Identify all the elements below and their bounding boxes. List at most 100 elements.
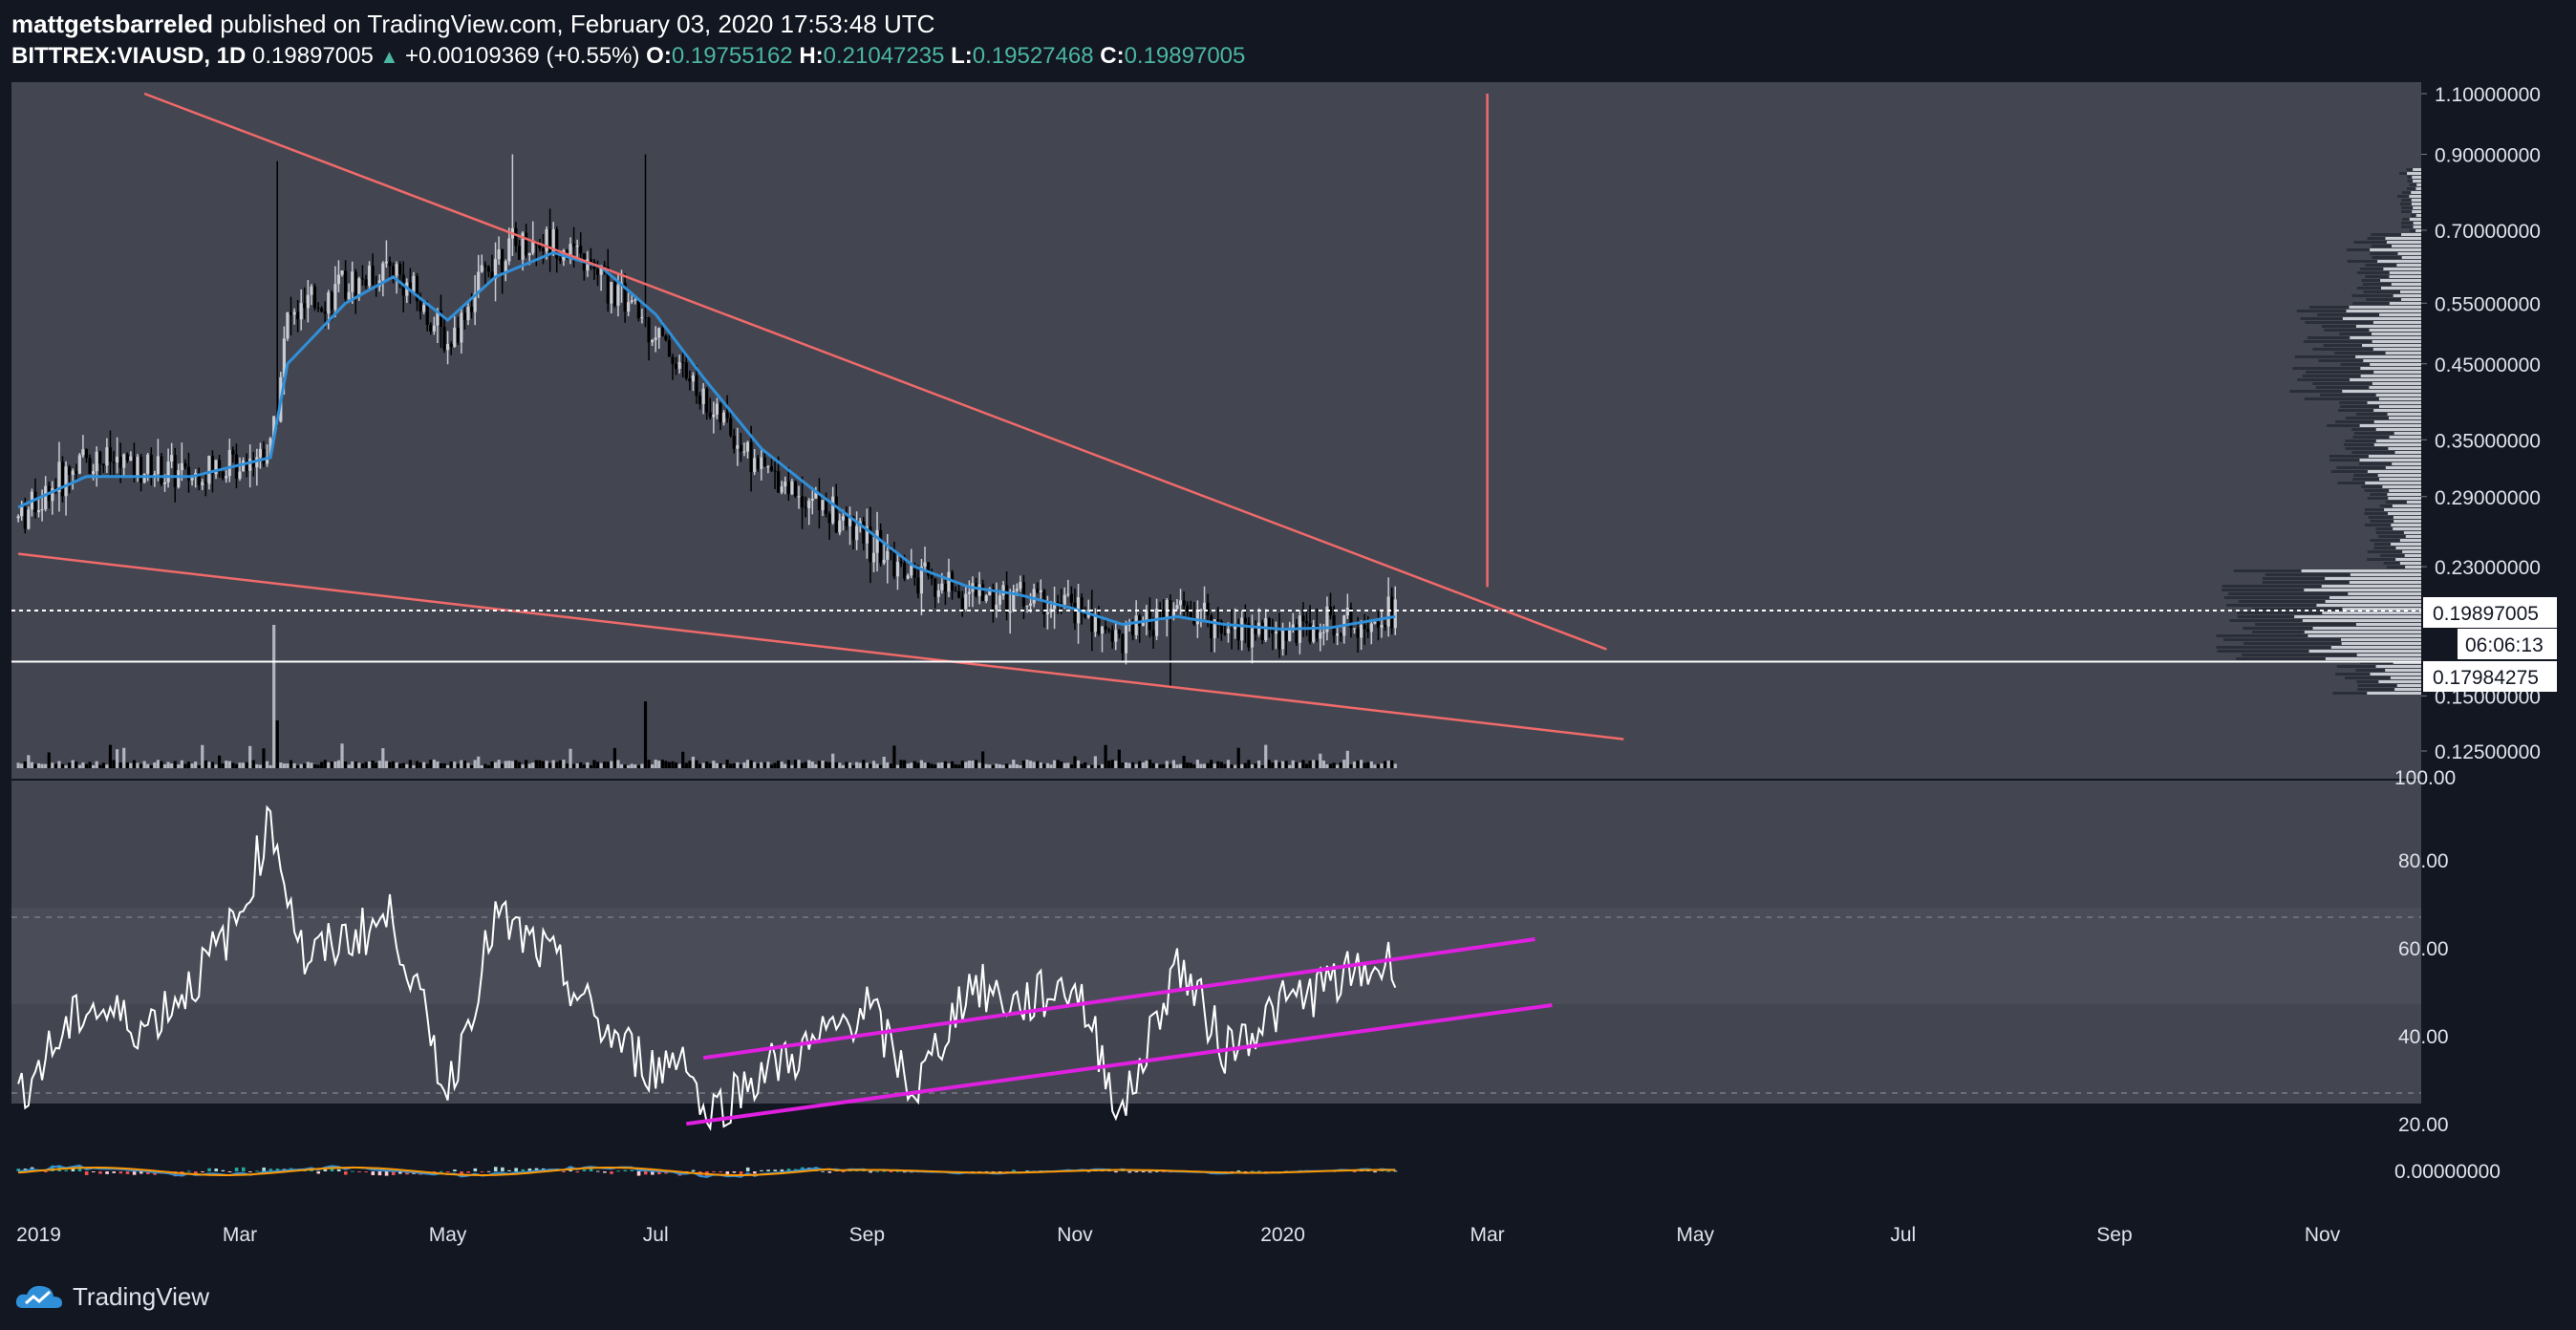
date-axis-bg[interactable] (0, 1105, 2576, 1263)
volume-bar (930, 763, 934, 768)
rsi-channel-upper[interactable] (702, 937, 1535, 1061)
volume-bar (1345, 750, 1349, 768)
volume-bar (871, 761, 876, 768)
candle-body (351, 271, 354, 292)
volume-profile-bar (2401, 298, 2421, 301)
volume-profile-bar (2327, 424, 2360, 427)
price-axis-bg[interactable] (2421, 82, 2576, 1105)
macd-histogram-bar (112, 1171, 117, 1173)
candle-body (1131, 622, 1135, 635)
trendline[interactable] (143, 92, 1607, 651)
candle-body (1277, 631, 1281, 650)
volume-profile-bar (2375, 531, 2404, 534)
volume-profile-bar (2356, 654, 2421, 656)
candle-body (1021, 582, 1026, 607)
volume-profile-bar (2329, 596, 2421, 599)
author-name[interactable]: mattgetsbarreled (11, 10, 213, 38)
volume-bar (643, 701, 648, 768)
volume-bar (1182, 756, 1186, 768)
macd-histogram-bar (521, 1169, 526, 1171)
volume-bar (1267, 760, 1271, 768)
volume-bar (654, 760, 657, 768)
price-pane[interactable] (11, 82, 2421, 780)
volume-profile-bar (2351, 451, 2395, 454)
volume-profile-bar (2413, 168, 2421, 171)
candle-body (1036, 589, 1040, 592)
date-axis-ticks: 2019 Mar May Jul Sep Nov 2020 Mar May Jul Sep Nov (16, 1224, 2341, 1246)
volume-profile-bar (2323, 344, 2363, 347)
volume-bar (784, 763, 787, 768)
volume-profile-bar (2401, 256, 2421, 259)
volume-bar (1189, 762, 1192, 768)
symbol-label[interactable]: BITTREX:VIAUSD, 1D (11, 43, 247, 69)
volume-profile-bar (2401, 199, 2412, 202)
volume-profile-bar (2339, 332, 2372, 335)
volume-bar (1264, 744, 1268, 768)
candle-body (736, 444, 740, 449)
candle-body (354, 271, 357, 297)
candle-body (180, 462, 183, 471)
volume-bar (889, 763, 892, 768)
volume-bar (575, 763, 579, 768)
volume-profile-bar (2359, 459, 2421, 461)
candle-body (1373, 622, 1377, 624)
volume-bar (527, 763, 531, 768)
volume-bar (1005, 763, 1009, 768)
volume-profile-bar (2394, 688, 2421, 691)
volume-profile-bar (2352, 436, 2390, 439)
volume-profile-bar (2373, 409, 2421, 412)
volume-profile-bar (2370, 363, 2421, 366)
candle-body (98, 451, 102, 464)
rsi-channel-lower[interactable] (686, 1003, 1553, 1126)
volume-profile (2216, 168, 2421, 695)
volume-bar (903, 760, 907, 768)
volume-profile-bar (2335, 420, 2374, 423)
trendline[interactable] (17, 552, 1624, 740)
volume-profile-bar (2356, 271, 2390, 274)
volume-profile-bar (2304, 631, 2421, 633)
macd-histogram-bar (146, 1171, 150, 1174)
candle-body (330, 291, 333, 311)
volume-profile-bar (2349, 581, 2421, 584)
volume-bar (916, 762, 920, 768)
volume-bar (1162, 763, 1166, 768)
macd-histogram-bar (895, 1170, 900, 1172)
macd-histogram-bar (1012, 1169, 1016, 1171)
volume-bar (367, 762, 372, 768)
candle-body (310, 286, 313, 295)
volume-bar (33, 763, 37, 768)
volume-bar (1001, 764, 1005, 768)
macd-histogram-bar (745, 1167, 750, 1171)
volume-bar (531, 762, 535, 768)
volume-bar (460, 760, 463, 768)
volume-profile-bar (2302, 619, 2421, 622)
last-price-tag: 0.19897005 (2423, 597, 2557, 628)
volume-bar (453, 762, 457, 768)
published-text: published on TradingView.com, February 0… (220, 10, 935, 38)
macd-histogram-bar (493, 1167, 498, 1171)
macd-histogram-bar (1086, 1170, 1091, 1172)
volume-bar (766, 762, 770, 768)
volume-profile-bar (2377, 260, 2421, 263)
macd-histogram-bar (125, 1171, 130, 1174)
volume-bar (960, 761, 964, 768)
volume-profile-bar (2225, 604, 2317, 607)
volume-bar (1210, 760, 1213, 768)
tradingview-logo[interactable]: TradingView (15, 1282, 209, 1312)
volume-bar (84, 763, 89, 768)
volume-bar (1063, 762, 1066, 768)
volume-profile-bar (2345, 676, 2391, 679)
volume-bar (115, 749, 119, 768)
chart-area[interactable]: 1.10000000 0.90000000 0.70000000 0.55000000… (0, 82, 2576, 1263)
volume-bar (1100, 763, 1105, 768)
volume-profile-bar (2371, 245, 2392, 247)
volume-bar (354, 761, 357, 768)
countdown-tag-text: 06:06:13 (2465, 634, 2544, 656)
volume-bar (579, 762, 583, 768)
volume-profile-bar (2383, 562, 2400, 565)
macd-histogram-bar (1141, 1171, 1146, 1172)
volume-bar (586, 762, 590, 768)
volume-bar (1390, 760, 1394, 768)
volume-bar (756, 763, 760, 768)
volume-bar (1080, 763, 1084, 768)
